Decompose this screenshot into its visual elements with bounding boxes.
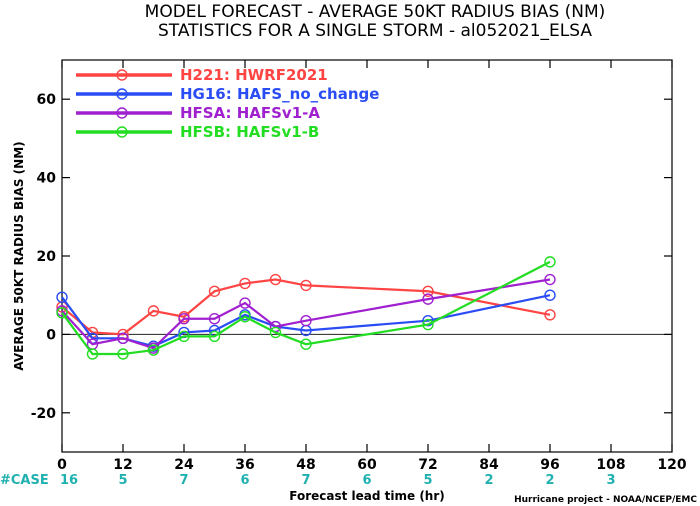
data-point bbox=[147, 344, 160, 356]
series-group bbox=[56, 256, 556, 360]
data-point bbox=[422, 285, 434, 297]
data-point bbox=[56, 291, 68, 303]
x-axis-label: Forecast lead time (hr) bbox=[289, 489, 445, 503]
legend-marker bbox=[116, 88, 128, 100]
data-point bbox=[208, 313, 221, 325]
legend-entry: HFSA: HAFSv1-A bbox=[180, 104, 320, 122]
x-tick-label: 108 bbox=[596, 457, 625, 473]
legend-entry: HFSB: HAFSv1-B bbox=[180, 123, 319, 141]
y-axis-label: AVERAGE 50KT RADIUS BIAS (NM) bbox=[12, 141, 26, 370]
plot-area bbox=[61, 59, 673, 453]
y-tick-label: 60 bbox=[37, 92, 57, 108]
data-point bbox=[239, 311, 251, 323]
data-point bbox=[239, 277, 251, 290]
data-point bbox=[86, 348, 99, 360]
series-line bbox=[61, 278, 551, 350]
x-tick-label: 96 bbox=[540, 457, 559, 473]
x-tick-label: 60 bbox=[357, 457, 377, 473]
x-tick-label: 36 bbox=[235, 457, 254, 473]
case-count: 7 bbox=[179, 473, 188, 488]
data-point bbox=[300, 279, 312, 292]
data-point bbox=[269, 273, 282, 286]
series-line bbox=[61, 294, 551, 348]
y-axis: -20 0 20 40 60 bbox=[31, 92, 672, 422]
y-tick-label: -20 bbox=[31, 406, 57, 422]
data-point bbox=[208, 330, 221, 343]
legend-entry: H221: HWRF2021 bbox=[180, 66, 328, 84]
data-point bbox=[544, 256, 556, 268]
case-count: 6 bbox=[240, 473, 249, 488]
x-axis: 0 12 24 36 48 60 72 84 96 108 120 bbox=[57, 60, 687, 473]
legend-marker bbox=[116, 126, 128, 138]
case-count: 16 bbox=[60, 473, 78, 488]
data-point bbox=[544, 273, 556, 286]
data-point bbox=[147, 305, 160, 317]
x-tick-label: 120 bbox=[657, 457, 686, 473]
case-count: 6 bbox=[362, 473, 371, 488]
data-point bbox=[422, 318, 434, 331]
y-tick-label: 20 bbox=[37, 249, 57, 265]
data-point bbox=[117, 332, 129, 345]
data-point bbox=[178, 330, 190, 343]
x-tick-label: 48 bbox=[296, 457, 315, 473]
case-count: 5 bbox=[423, 473, 432, 488]
series-line bbox=[61, 260, 551, 356]
data-point bbox=[178, 313, 190, 325]
data-point bbox=[544, 289, 556, 301]
chart-subtitle: STATISTICS FOR A SINGLE STORM - al052021… bbox=[158, 21, 592, 41]
case-count: 2 bbox=[545, 473, 554, 488]
case-label: #CASE bbox=[0, 473, 49, 488]
chart-title: MODEL FORECAST - AVERAGE 50KT RADIUS BIA… bbox=[145, 2, 606, 22]
case-count-row: #CASE 16 5 7 6 7 6 5 2 2 3 bbox=[0, 473, 616, 488]
legend-marker bbox=[116, 69, 128, 81]
y-tick-label: 0 bbox=[46, 327, 56, 343]
y-tick-label: 40 bbox=[37, 171, 57, 187]
case-count: 3 bbox=[606, 473, 615, 488]
x-tick-label: 12 bbox=[113, 457, 132, 473]
data-point bbox=[117, 348, 129, 360]
data-point bbox=[544, 309, 556, 321]
data-point bbox=[56, 307, 68, 319]
data-point bbox=[208, 285, 221, 297]
data-point bbox=[239, 297, 251, 309]
x-tick-label: 0 bbox=[57, 457, 67, 473]
data-point bbox=[300, 314, 312, 327]
case-count: 5 bbox=[118, 473, 127, 488]
credit-text: Hurricane project - NOAA/NCEP/EMC bbox=[514, 495, 697, 505]
data-point bbox=[422, 293, 434, 305]
case-count: 7 bbox=[301, 473, 310, 488]
x-tick-label: 24 bbox=[174, 457, 194, 473]
data-point bbox=[300, 338, 312, 350]
legend-marker bbox=[116, 107, 128, 119]
series-line bbox=[61, 278, 551, 336]
case-count: 2 bbox=[484, 473, 493, 488]
x-tick-label: 72 bbox=[418, 457, 437, 473]
data-point bbox=[269, 326, 282, 339]
legend-entry: HG16: HAFS_no_change bbox=[180, 85, 379, 103]
x-tick-label: 84 bbox=[479, 457, 499, 473]
